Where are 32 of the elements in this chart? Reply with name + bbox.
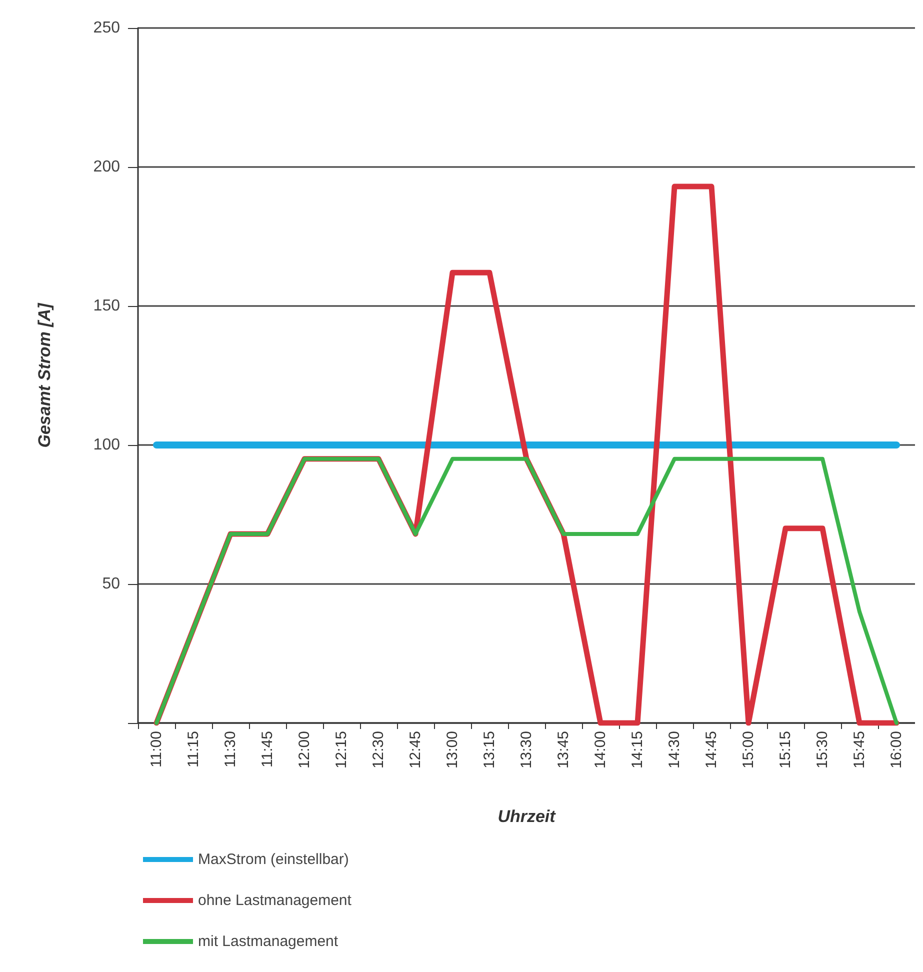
x-tick-label: 11:30 [222,731,239,768]
x-tick-label: 11:00 [148,731,165,768]
legend-label: ohne Lastmanagement [198,892,352,909]
x-tick-label: 14:15 [629,731,646,769]
x-tick-label: 11:45 [259,731,276,768]
x-tick-label: 12:15 [333,731,350,769]
legend-label: mit Lastmanagement [198,933,339,950]
legend-label: MaxStrom (einstellbar) [198,851,349,868]
x-tick-label: 15:15 [777,731,794,769]
x-tick-label: 12:00 [296,731,313,769]
x-tick-label: 14:30 [666,731,683,769]
x-tick-label: 15:00 [740,731,757,769]
y-tick-label: 100 [93,436,120,454]
y-tick-label: 200 [93,158,120,176]
x-tick-label: 12:30 [370,731,387,769]
x-tick-label: 14:45 [703,731,720,769]
x-tick-label: 13:15 [481,731,498,769]
x-tick-label: 14:00 [592,731,609,769]
y-axis-title: Gesamt Strom [A] [35,302,54,448]
x-tick-label: 13:45 [555,731,572,769]
x-tick-label: 15:30 [814,731,831,769]
x-tick-label: 11:15 [185,731,202,768]
y-tick-label: 50 [102,576,120,592]
x-axis-title: Uhrzeit [498,807,557,826]
x-tick-label: 13:30 [518,731,535,769]
x-tick-label: 15:45 [851,731,868,769]
x-tick-label: 12:45 [407,731,424,769]
line-series [154,456,898,725]
y-tick-label: 250 [93,20,120,36]
x-tick-label: 16:00 [888,731,905,769]
y-tick-label: 150 [93,298,120,314]
x-tick-label: 13:00 [444,731,461,769]
